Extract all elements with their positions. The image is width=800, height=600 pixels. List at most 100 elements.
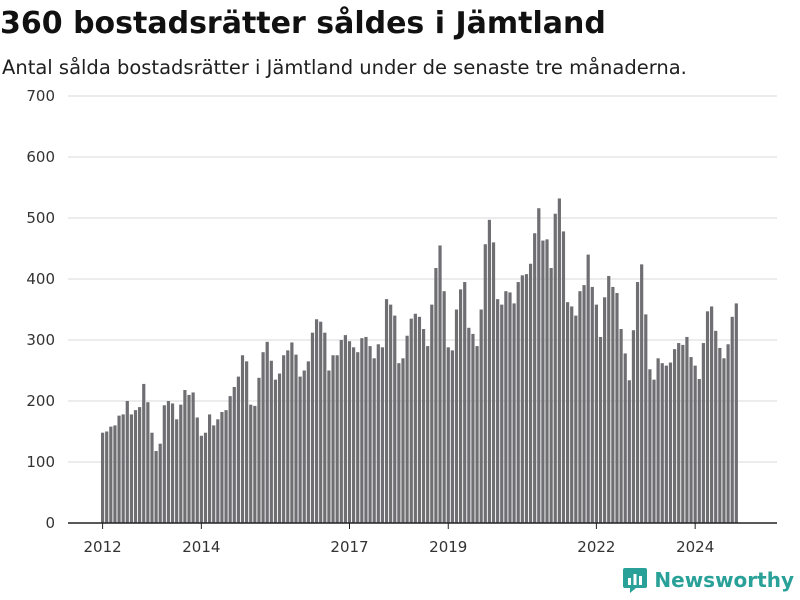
bar	[541, 240, 545, 523]
bar	[426, 346, 430, 523]
y-tick-label: 400	[26, 270, 55, 288]
bar	[500, 304, 504, 523]
bar	[212, 425, 216, 523]
bar	[257, 377, 261, 523]
bar	[191, 392, 195, 523]
bar	[154, 451, 158, 523]
bar	[142, 383, 146, 523]
bar	[627, 380, 631, 523]
bar	[175, 419, 179, 523]
bar	[553, 213, 557, 524]
bar	[417, 316, 422, 523]
bar	[323, 332, 327, 523]
x-tick-label: 2024	[676, 538, 714, 556]
bar	[430, 304, 434, 523]
bar	[331, 355, 335, 523]
bar	[623, 353, 627, 523]
bar	[146, 402, 150, 523]
bar	[413, 313, 417, 523]
bar	[594, 304, 598, 523]
bar	[319, 321, 323, 523]
y-tick-label: 100	[26, 453, 55, 471]
x-tick-label: 2017	[330, 538, 368, 556]
bar	[335, 355, 339, 523]
bar	[598, 336, 603, 523]
bar	[207, 414, 212, 523]
bar	[664, 365, 668, 523]
bar	[467, 327, 471, 523]
bar	[615, 293, 619, 523]
bar	[586, 254, 590, 523]
bar	[389, 304, 393, 523]
y-tick-label: 700	[26, 87, 55, 105]
bar	[421, 329, 426, 523]
bar	[347, 341, 352, 523]
bar	[450, 350, 454, 523]
bar	[277, 373, 282, 523]
bar	[195, 417, 199, 523]
bar	[446, 347, 450, 523]
bar	[133, 410, 138, 523]
bar	[286, 350, 290, 523]
bar	[343, 335, 347, 523]
bar	[516, 282, 520, 523]
bar	[129, 414, 134, 523]
bar	[179, 404, 183, 523]
brand-logo: Newsworthy	[622, 566, 794, 594]
bar	[504, 291, 508, 523]
y-tick-label: 0	[45, 514, 55, 532]
bar	[549, 268, 553, 523]
bar	[454, 309, 459, 523]
bar	[578, 291, 582, 523]
bar	[393, 315, 397, 523]
bar	[512, 303, 516, 523]
bar	[590, 286, 594, 523]
bar	[652, 379, 656, 523]
bar	[253, 405, 257, 523]
bar	[487, 219, 492, 523]
bar	[261, 352, 265, 523]
bar	[306, 361, 310, 523]
bar	[648, 369, 652, 523]
bar	[236, 376, 240, 523]
bar	[619, 329, 623, 523]
bar	[220, 411, 224, 523]
bar	[273, 379, 278, 523]
bar	[199, 435, 203, 523]
bar	[672, 349, 677, 523]
bar	[314, 319, 319, 523]
bar	[677, 343, 681, 523]
x-tick-label: 2012	[84, 538, 122, 556]
bar	[697, 379, 701, 523]
bar	[438, 245, 442, 523]
bar	[113, 425, 117, 523]
bar	[405, 335, 409, 523]
bar	[121, 414, 125, 523]
bar	[508, 292, 512, 523]
bar	[384, 299, 389, 523]
bar	[714, 330, 718, 523]
bar	[397, 363, 401, 523]
bar	[537, 208, 541, 524]
bar	[603, 297, 607, 523]
bar	[158, 443, 162, 523]
bar	[722, 358, 726, 523]
y-axis-ticks: 0 100 200 300 400 500 600 700	[26, 87, 55, 532]
bar	[298, 376, 302, 523]
bar	[434, 268, 438, 523]
bar	[681, 344, 685, 523]
bar	[533, 233, 537, 523]
bar	[105, 431, 109, 523]
bar	[734, 303, 738, 523]
bar	[170, 403, 175, 523]
x-tick-label: 2014	[182, 538, 220, 556]
bar	[545, 239, 549, 523]
highlight-value-label: 360	[724, 0, 755, 4]
bar	[520, 275, 524, 523]
bar	[339, 340, 343, 523]
bar	[187, 394, 191, 523]
bar	[656, 358, 660, 523]
y-tick-label: 600	[26, 148, 55, 166]
bar	[409, 318, 413, 523]
